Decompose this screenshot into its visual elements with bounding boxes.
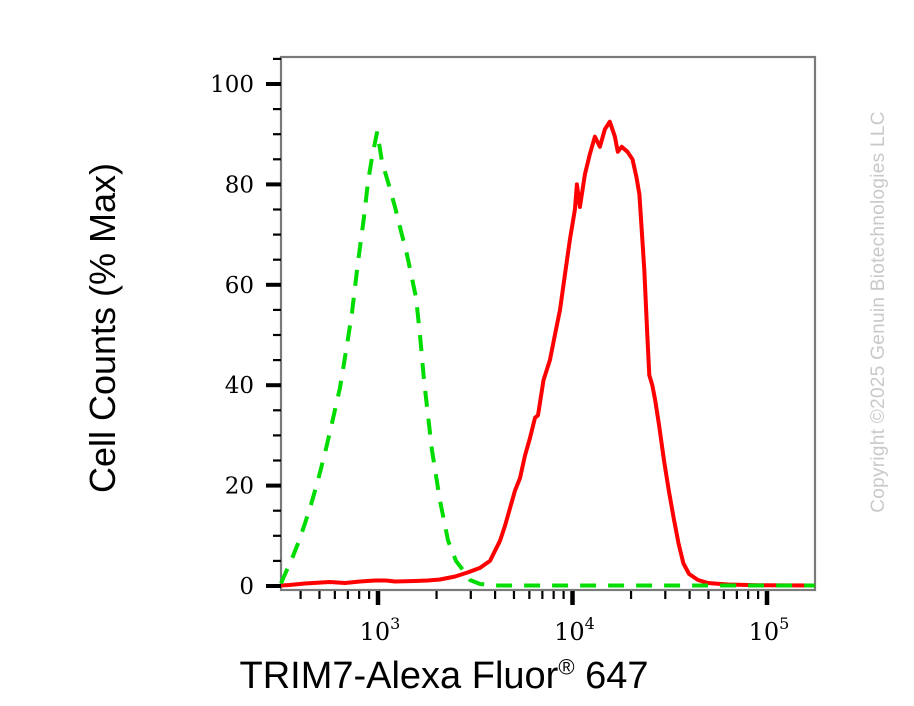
svg-text:105: 105: [749, 614, 790, 646]
red-solid-curve: [280, 119, 815, 588]
x-minor-ticks: [299, 591, 760, 599]
svg-text:40: 40: [225, 373, 254, 399]
x-tick-labels: 103 104 105: [360, 614, 790, 646]
x-major-ticks: [375, 591, 770, 605]
y-minor-ticks: [273, 57, 281, 563]
watermark-text: Copyright ©2025 Genuin Biotechnologies L…: [868, 111, 889, 513]
registered-trademark-symbol: ®: [558, 654, 575, 680]
y-major-ticks: [266, 82, 281, 588]
x-axis-title: TRIM7-Alexa Fluor® 647: [239, 655, 648, 698]
x-axis-title-main: TRIM7-Alexa Fluor: [239, 655, 559, 697]
x-axis-title-suffix: 647: [574, 655, 649, 697]
green-dashed-curve: [279, 131, 815, 588]
svg-text:104: 104: [554, 614, 595, 646]
plot-frame: [279, 55, 817, 592]
svg-text:0: 0: [239, 574, 254, 600]
svg-text:60: 60: [225, 273, 254, 299]
svg-text:103: 103: [360, 614, 401, 646]
svg-text:80: 80: [225, 172, 254, 198]
y-axis-title: Cell Counts (% Max): [82, 162, 123, 494]
y-tick-labels: 0 20 40 60 80 100: [210, 72, 254, 600]
svg-text:100: 100: [210, 72, 254, 98]
svg-text:20: 20: [225, 474, 254, 500]
